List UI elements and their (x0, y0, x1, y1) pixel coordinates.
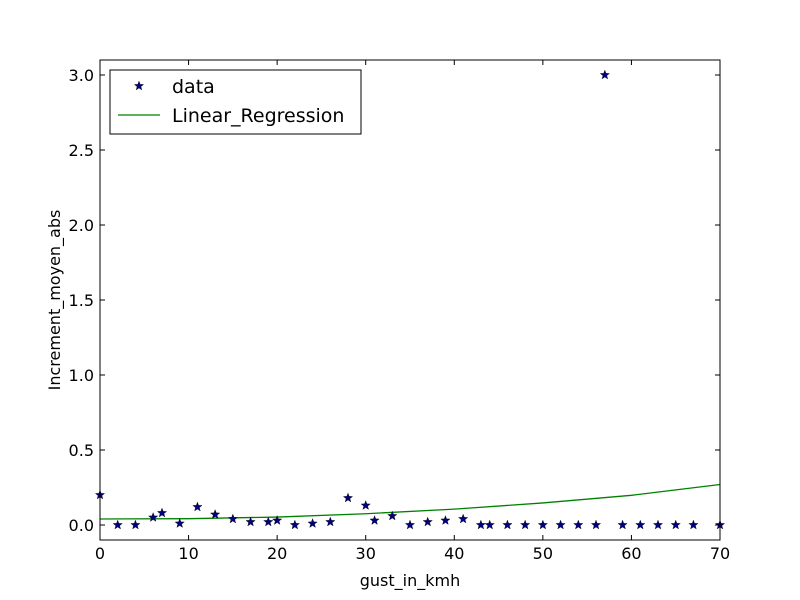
data-point (484, 519, 495, 530)
data-point (537, 519, 548, 530)
y-tick-label: 2.0 (69, 216, 94, 235)
y-tick-label: 2.5 (69, 141, 94, 160)
data-point (590, 519, 602, 530)
x-tick-label: 70 (710, 544, 730, 563)
y-tick-label: 0.5 (69, 441, 94, 460)
data-point (387, 510, 398, 521)
data-point (156, 507, 168, 518)
data-point (520, 519, 531, 530)
data-point (617, 519, 628, 530)
data-point (688, 519, 699, 530)
legend-label-regression: Linear_Regression (172, 105, 344, 127)
x-tick-label: 40 (444, 544, 464, 563)
legend: data Linear_Regression (109, 69, 362, 135)
data-point (599, 69, 610, 80)
legend-box (109, 69, 362, 135)
plot-area (94, 69, 726, 530)
data-point (245, 516, 256, 527)
y-tick-label: 3.0 (69, 66, 94, 85)
data-point (342, 492, 354, 503)
data-point (360, 500, 371, 510)
legend-star-shape (133, 80, 145, 91)
y-tick-label: 0.0 (69, 516, 94, 535)
data-point (573, 519, 584, 530)
data-point (112, 519, 123, 530)
x-axis-label: gust_in_kmh (360, 571, 460, 591)
data-point (148, 512, 159, 522)
legend-label-data: data (172, 76, 215, 98)
regression-line (99, 483, 721, 520)
x-tick-label: 10 (178, 544, 198, 563)
data-point (422, 516, 433, 527)
data-point (652, 519, 664, 530)
data-point (369, 515, 380, 525)
data-point (458, 513, 469, 524)
y-axis-label: Increment_moyen_abs (45, 210, 65, 391)
data-point (475, 519, 486, 530)
data-point (307, 518, 318, 528)
x-tick-label: 50 (533, 544, 553, 563)
data-point (325, 516, 336, 527)
data-point (130, 519, 141, 530)
data-point (440, 515, 451, 525)
data-point (210, 509, 221, 519)
axis-ticks: 0 10 20 30 40 50 60 70 0.0 0.5 1.0 1.5 2.0 2.5 3.0 (69, 60, 730, 563)
data-point (227, 513, 238, 524)
data-point (289, 519, 300, 530)
data-point (502, 519, 513, 530)
x-tick-label: 0 (95, 544, 105, 563)
y-tick-label: 1.5 (69, 291, 94, 310)
x-tick-label: 60 (621, 544, 641, 563)
x-tick-label: 20 (267, 544, 287, 563)
data-point (555, 519, 566, 530)
y-tick-label: 1.0 (69, 366, 94, 385)
data-point (635, 519, 646, 530)
data-point (192, 501, 203, 512)
x-tick-label: 30 (356, 544, 376, 563)
data-point (670, 519, 681, 530)
data-point (174, 518, 185, 528)
data-point (404, 519, 416, 530)
data-point (272, 515, 283, 525)
legend-marker-star-icon (133, 80, 145, 91)
data-point (263, 516, 274, 527)
